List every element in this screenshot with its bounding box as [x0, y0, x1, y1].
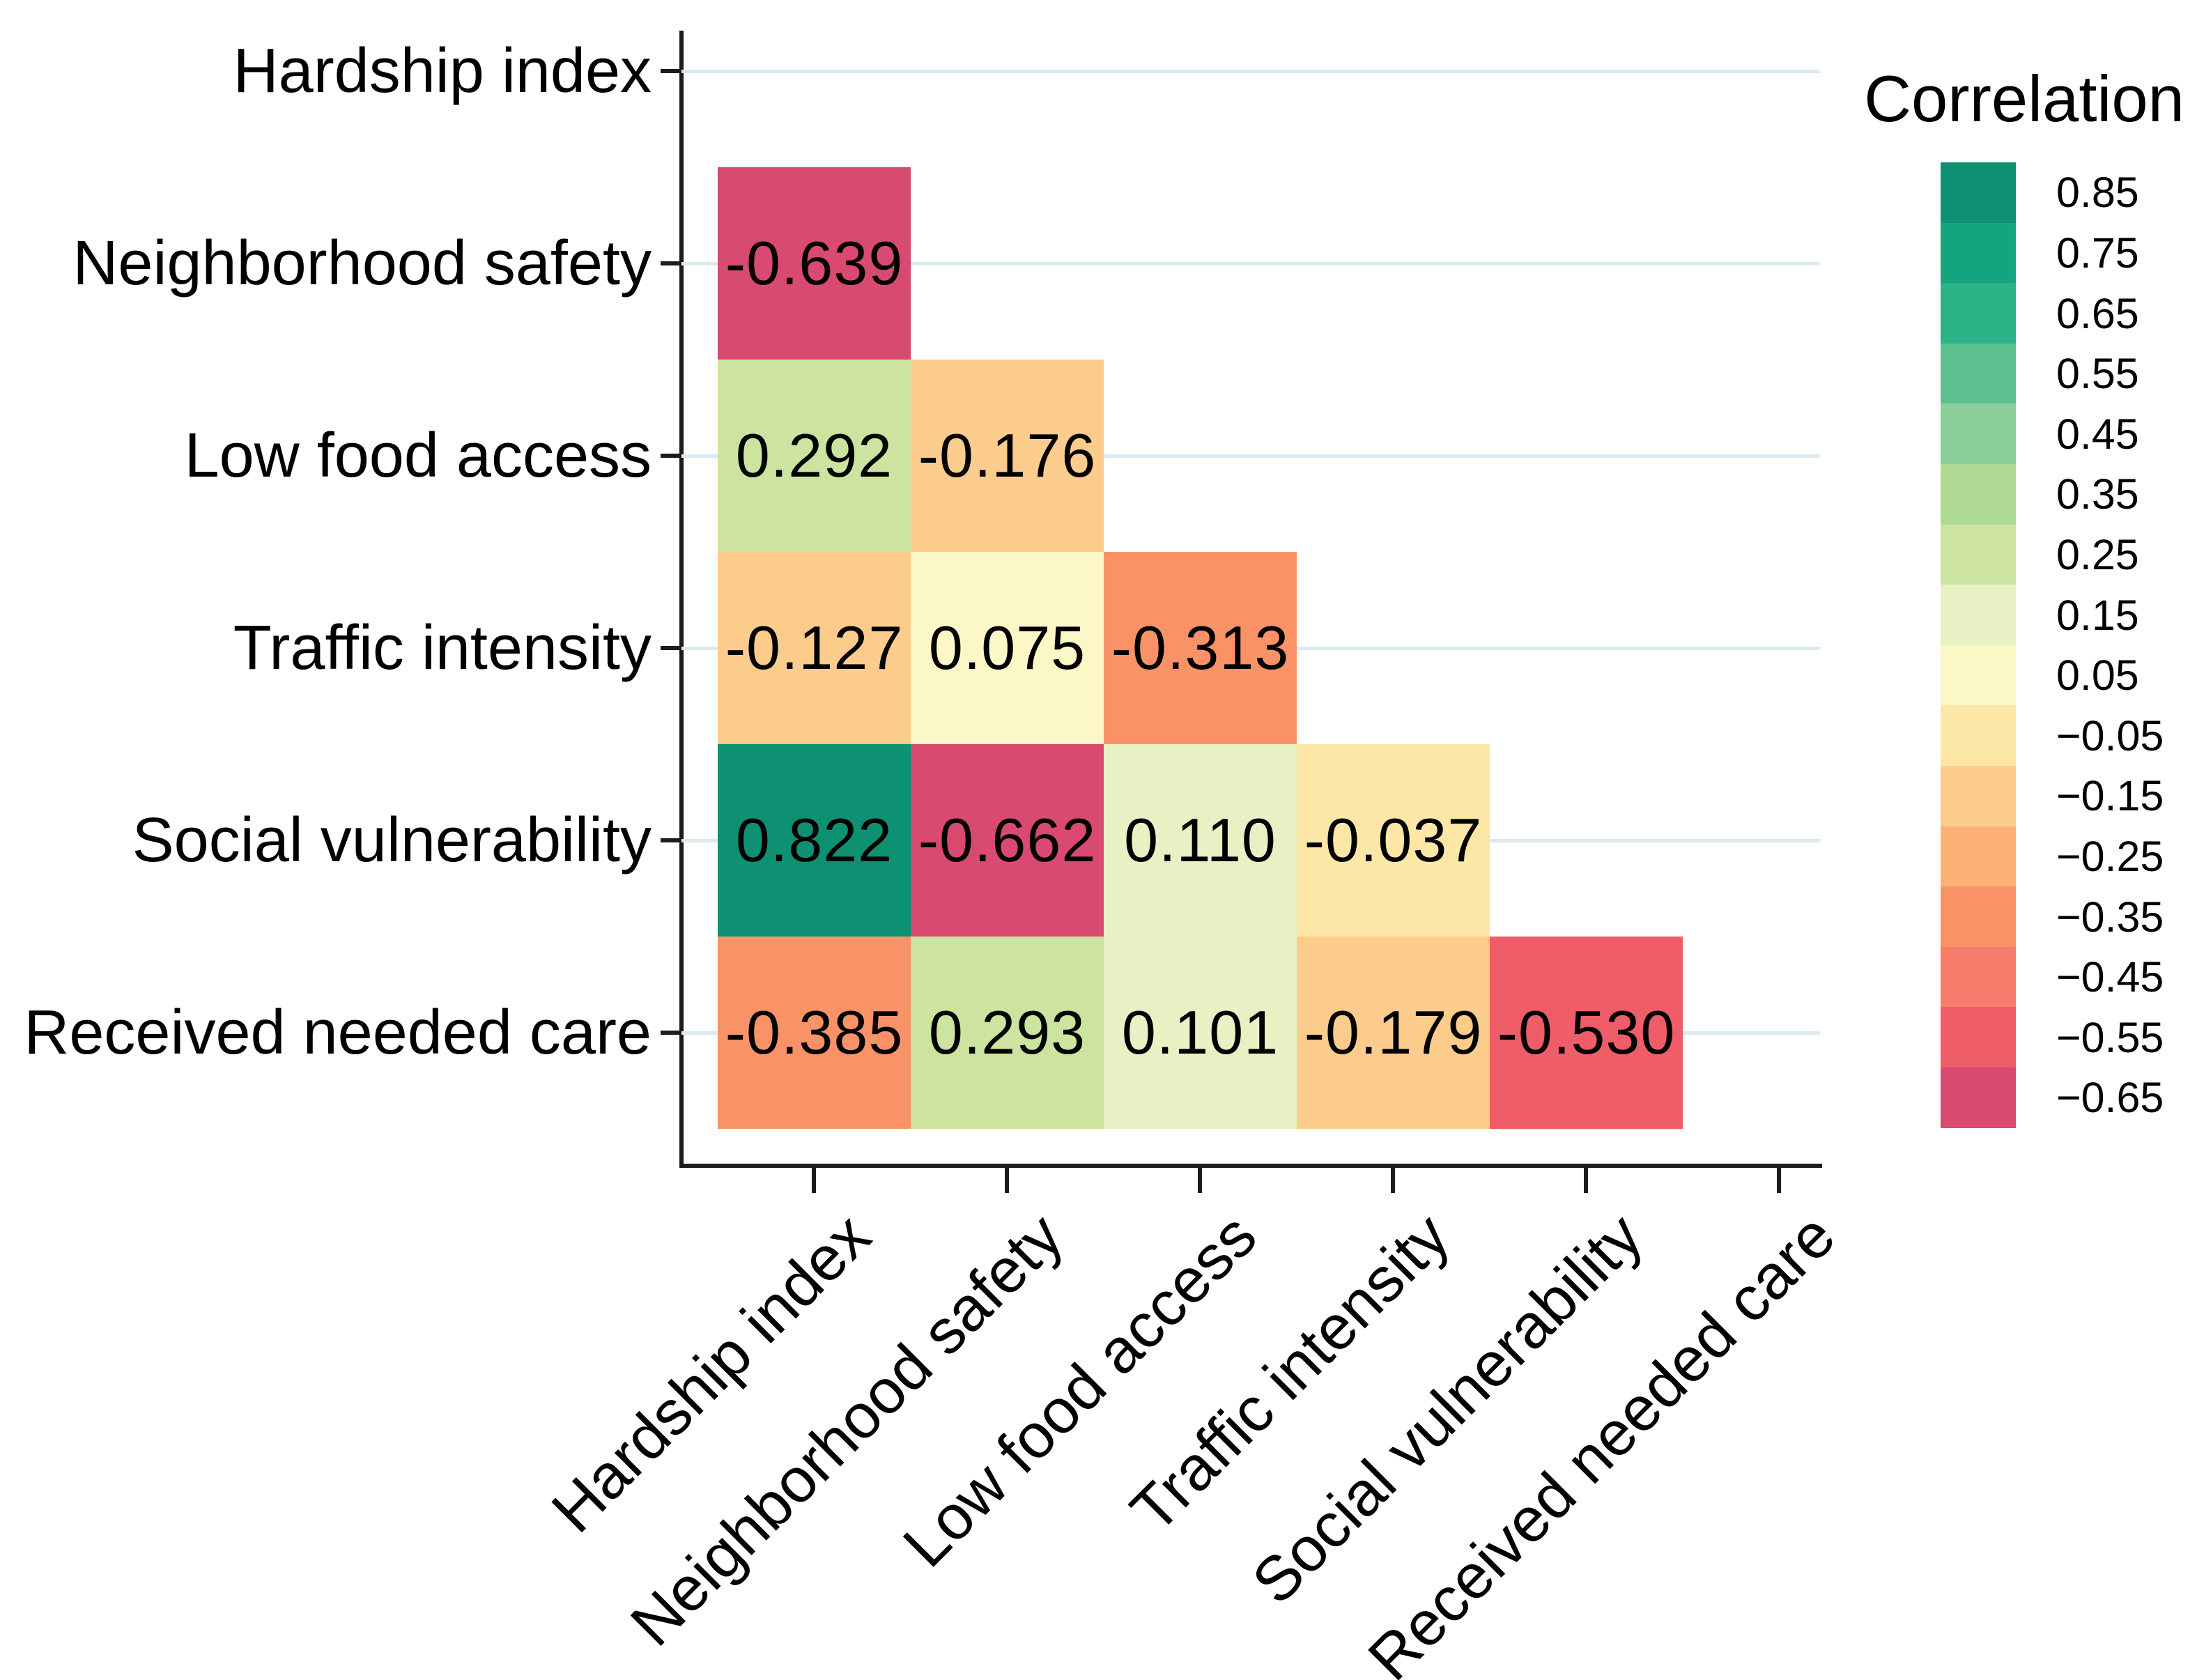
- heatmap-cell: -0.127: [718, 552, 911, 744]
- legend-swatch: [1941, 283, 2016, 344]
- legend-tick-label: 0.15: [2056, 591, 2139, 639]
- legend-swatch: [1941, 946, 2016, 1008]
- horizontal-gridline: [681, 70, 1820, 73]
- legend-swatch: [1941, 464, 2016, 525]
- cell-value: -0.176: [918, 421, 1097, 490]
- legend-tick-label: −0.55: [2056, 1013, 2164, 1061]
- cell-value: -0.385: [725, 998, 904, 1067]
- cell-value: -0.179: [1304, 998, 1483, 1067]
- cell-value: 0.101: [1121, 998, 1279, 1067]
- heatmap-cell: -0.530: [1490, 937, 1683, 1129]
- heatmap-cell: -0.662: [911, 744, 1104, 937]
- cell-value: 0.293: [928, 998, 1086, 1067]
- heatmap-cell: 0.110: [1104, 744, 1297, 937]
- legend-tick-label: 0.85: [2056, 169, 2139, 217]
- y-axis-label: Hardship index: [233, 36, 652, 106]
- heatmap-cell: -0.639: [718, 167, 911, 360]
- legend-swatch: [1941, 1068, 2016, 1129]
- cell-value: 0.822: [735, 806, 893, 874]
- legend-tick-label: −0.65: [2056, 1074, 2164, 1122]
- x-axis-tick: [1777, 1168, 1781, 1193]
- y-axis-label: Social vulnerability: [132, 806, 652, 875]
- legend-tick-label: −0.15: [2056, 772, 2164, 820]
- y-axis-tick: [661, 261, 679, 265]
- x-axis-tick: [1198, 1168, 1202, 1193]
- heatmap-cell: -0.176: [911, 360, 1104, 552]
- heatmap-cell: 0.292: [718, 360, 911, 552]
- legend-tick-label: 0.75: [2056, 229, 2139, 277]
- heatmap-cell: 0.293: [911, 937, 1104, 1129]
- legend-tick-label: 0.45: [2056, 410, 2139, 458]
- legend-swatch: [1941, 222, 2016, 284]
- legend-swatch: [1941, 766, 2016, 827]
- legend-tick-label: −0.25: [2056, 832, 2164, 880]
- horizontal-gridline: [681, 454, 1820, 458]
- legend-swatch: [1941, 826, 2016, 887]
- heatmap-cell: -0.037: [1297, 744, 1490, 937]
- cell-value: 0.075: [928, 613, 1086, 682]
- x-axis-tick: [1391, 1168, 1395, 1193]
- cell-value: -0.639: [725, 229, 904, 298]
- cell-value: 0.110: [1124, 806, 1277, 874]
- legend-tick-label: −0.35: [2056, 893, 2164, 941]
- cell-value: -0.127: [725, 613, 904, 682]
- heatmap-cell: 0.101: [1104, 937, 1297, 1129]
- legend-swatch: [1941, 886, 2016, 948]
- legend-tick-label: −0.05: [2056, 711, 2164, 760]
- cell-value: -0.313: [1111, 613, 1290, 682]
- heatmap-cell: -0.313: [1104, 552, 1297, 744]
- legend-swatch: [1941, 162, 2016, 224]
- legend-tick-label: 0.35: [2056, 470, 2139, 518]
- heatmap-cell: 0.822: [718, 744, 911, 937]
- legend-swatch: [1941, 403, 2016, 465]
- legend-tick-label: 0.25: [2056, 530, 2139, 578]
- y-axis-label: Low food access: [184, 421, 652, 491]
- heatmap-cell: -0.385: [718, 937, 911, 1129]
- heatmap-cell: -0.179: [1297, 937, 1490, 1129]
- x-axis-label: Low food access: [890, 1201, 1270, 1581]
- cell-value: 0.292: [735, 421, 893, 490]
- horizontal-gridline: [681, 262, 1820, 265]
- legend-swatch: [1941, 705, 2016, 766]
- heatmap-cell: 0.075: [911, 552, 1104, 744]
- y-axis-label: Neighborhood safety: [72, 229, 652, 298]
- legend-swatch: [1941, 645, 2016, 707]
- legend-swatch: [1941, 343, 2016, 405]
- y-axis-line: [679, 31, 684, 1168]
- legend-swatch: [1941, 524, 2016, 585]
- legend-tick-label: 0.05: [2056, 652, 2139, 700]
- legend-swatch: [1941, 1007, 2016, 1068]
- legend-swatch: [1941, 585, 2016, 646]
- x-axis-tick: [1584, 1168, 1588, 1193]
- legend-tick-label: 0.55: [2056, 350, 2139, 398]
- x-axis-line: [679, 1164, 1822, 1168]
- legend-tick-label: 0.65: [2056, 289, 2139, 337]
- cell-value: -0.037: [1304, 806, 1483, 874]
- x-axis-tick: [1005, 1168, 1009, 1193]
- y-axis-tick: [661, 838, 679, 842]
- y-axis-tick: [661, 69, 679, 73]
- x-axis-tick: [812, 1168, 816, 1193]
- legend-title: Correlation: [1864, 62, 2184, 135]
- legend-tick-label: −0.45: [2056, 953, 2164, 1001]
- y-axis-label: Received needed care: [24, 998, 652, 1068]
- y-axis-tick: [661, 1031, 679, 1035]
- y-axis-tick: [661, 646, 679, 650]
- cell-value: -0.530: [1497, 998, 1676, 1067]
- y-axis-label: Traffic intensity: [233, 613, 652, 683]
- y-axis-tick: [661, 454, 679, 458]
- cell-value: -0.662: [918, 806, 1097, 874]
